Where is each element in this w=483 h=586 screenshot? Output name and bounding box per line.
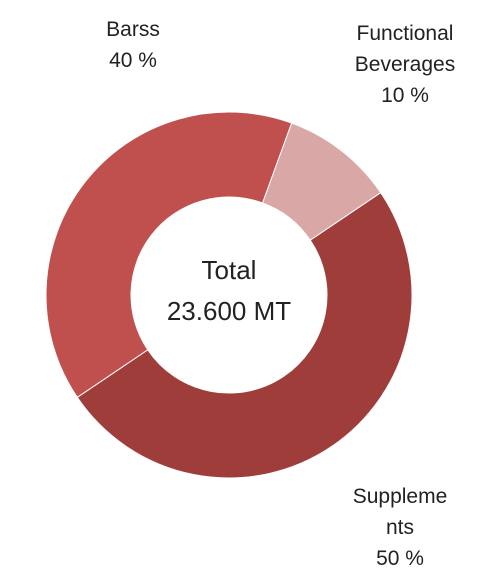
value-label: 40 % [109,49,157,72]
slice [45,111,293,399]
slice-label: Functional Beverages 10 % [325,18,483,111]
slice-label: Barss 40 % [53,14,213,76]
category-label: Functional Beverages [354,22,456,76]
category-label: Barss [106,18,160,41]
slice [76,191,413,479]
value-label: 10 % [381,84,429,107]
value-label: 50 % [376,547,424,570]
center-value: 23.600 MT [167,296,291,326]
slice-label: Suppleme nts 50 % [350,481,450,574]
center-label: Total [202,255,257,285]
category-label: Suppleme nts [352,485,448,539]
